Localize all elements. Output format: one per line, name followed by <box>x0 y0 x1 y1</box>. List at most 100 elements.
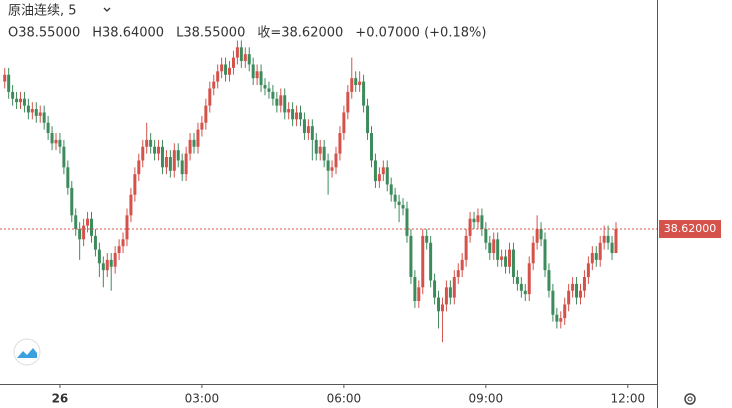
candle-body <box>346 91 350 113</box>
candle-body <box>295 112 299 120</box>
candle-body <box>302 119 306 134</box>
candle-body <box>563 304 567 319</box>
logo[interactable] <box>13 338 41 366</box>
candle-body <box>93 235 97 250</box>
x-tick-label: 12:00 <box>611 392 646 406</box>
candle-body <box>480 215 484 230</box>
candle-body <box>401 205 405 209</box>
candle-body <box>551 290 555 315</box>
candle-body <box>393 194 397 202</box>
candle-body <box>157 146 161 154</box>
candle-body <box>66 167 70 188</box>
candle-body <box>535 229 539 243</box>
candle-body <box>405 208 409 236</box>
candle-body <box>192 139 196 147</box>
candle-body <box>19 98 23 103</box>
candle-body <box>275 98 279 106</box>
x-tick-label: 09:00 <box>469 392 504 406</box>
x-tick-label: 06:00 <box>327 392 362 406</box>
candle-body <box>433 280 437 298</box>
candle-body <box>74 215 78 230</box>
candle-body <box>168 157 172 171</box>
logo-mark <box>17 348 37 358</box>
candle-body <box>70 187 74 216</box>
candle-body <box>429 242 433 281</box>
candle-body <box>212 81 216 89</box>
candle-body <box>113 253 117 267</box>
candle-body <box>255 71 259 79</box>
candle-body <box>220 64 224 72</box>
candle-body <box>472 218 476 223</box>
candle-body <box>389 184 393 195</box>
candle-body <box>594 253 598 260</box>
header-value: +0.07000 (+0.18%) <box>355 26 486 41</box>
header-value: H38.64000 <box>92 26 164 41</box>
candle-body <box>145 139 149 147</box>
candle-body <box>279 95 283 106</box>
candle-body <box>464 235 468 260</box>
gear-ring <box>684 393 696 405</box>
candle-body <box>586 263 590 278</box>
candle-body <box>15 98 19 103</box>
candle-body <box>606 235 610 243</box>
candle-body <box>89 218 93 236</box>
candle-body <box>204 105 208 123</box>
candle-body <box>97 249 101 264</box>
candle-body <box>590 253 594 264</box>
candle-body <box>129 194 133 216</box>
candle-body <box>271 91 275 99</box>
candle-body <box>334 153 338 168</box>
last-price-label: 38.62000 <box>664 222 717 235</box>
candle-body <box>476 215 480 223</box>
candle-body <box>109 259 113 267</box>
candle-body <box>82 225 86 240</box>
candle-body <box>184 153 188 175</box>
candle-body <box>34 109 38 116</box>
candle-body <box>369 133 373 161</box>
candle-body <box>105 259 109 271</box>
candle-body <box>484 229 488 243</box>
candle-body <box>224 64 228 75</box>
candle-body <box>30 109 34 113</box>
candle-body <box>306 126 310 134</box>
candle-body <box>519 283 523 291</box>
candle-body <box>326 160 330 171</box>
candle-body <box>409 235 413 278</box>
candle-body <box>149 139 153 147</box>
candle-body <box>58 139 62 147</box>
candle-body <box>598 242 602 260</box>
candle-body <box>511 249 515 278</box>
ohlc-header: O38.55000 H38.64000 L38.55000 收=38.62000 +0.… <box>8 26 486 41</box>
candle-body <box>243 54 247 62</box>
candle-body <box>117 246 121 254</box>
candle-body <box>373 160 377 182</box>
candle-body <box>440 304 444 312</box>
candle-body <box>86 218 90 226</box>
candle-body <box>196 129 200 147</box>
candle-body <box>362 81 366 106</box>
candle-body <box>299 112 303 120</box>
candle-body <box>575 283 579 298</box>
header-value: O38.55000 <box>8 26 80 41</box>
candle-body <box>11 91 15 99</box>
candle-body <box>188 139 192 154</box>
candle-body <box>283 95 287 113</box>
candle-body <box>547 270 551 291</box>
logo-circle <box>13 338 41 366</box>
candle-body <box>527 263 531 295</box>
candle-body <box>381 167 385 175</box>
candle-body <box>160 146 164 168</box>
settings-gear[interactable] <box>684 393 696 405</box>
candle-body <box>448 287 452 298</box>
candle-body <box>500 256 504 260</box>
candle-body <box>456 270 460 278</box>
candle-body <box>452 277 456 298</box>
candle-body <box>322 146 326 161</box>
interval-chevron[interactable] <box>103 7 111 12</box>
candle-body <box>200 122 204 130</box>
candle-body <box>425 235 429 243</box>
candle-body <box>263 85 267 89</box>
last-price-box <box>659 220 721 239</box>
candle-body <box>559 318 563 322</box>
